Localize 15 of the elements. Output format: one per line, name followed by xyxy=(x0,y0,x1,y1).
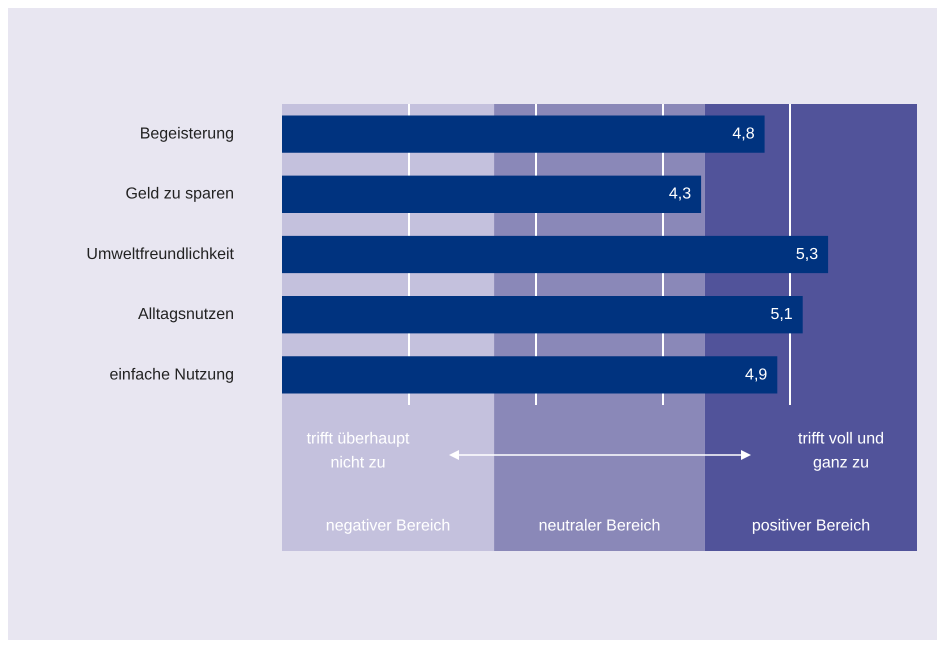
y-tick-label: einfache Nutzung xyxy=(109,366,234,384)
band-label: negativer Bereich xyxy=(326,517,450,534)
data-label: 4,8 xyxy=(732,126,755,143)
data-label: 5,3 xyxy=(796,246,818,263)
data-label: 4,9 xyxy=(745,366,768,384)
band-label: neutraler Bereich xyxy=(538,517,660,534)
y-tick-label: Alltagsnutzen xyxy=(138,306,234,324)
data-label: 5,1 xyxy=(770,306,793,324)
text: trifft überhaupt nicht zu xyxy=(306,430,410,472)
text: trifft voll und ganz zu xyxy=(798,430,884,472)
band-label: positiver Bereich xyxy=(752,517,870,534)
y-tick-label: Geld zu sparen xyxy=(125,186,234,203)
y-tick-label: Begeisterung xyxy=(140,126,234,143)
data-label: 4,3 xyxy=(668,186,692,203)
y-tick-label: Umweltfreundlichkeit xyxy=(86,246,235,263)
